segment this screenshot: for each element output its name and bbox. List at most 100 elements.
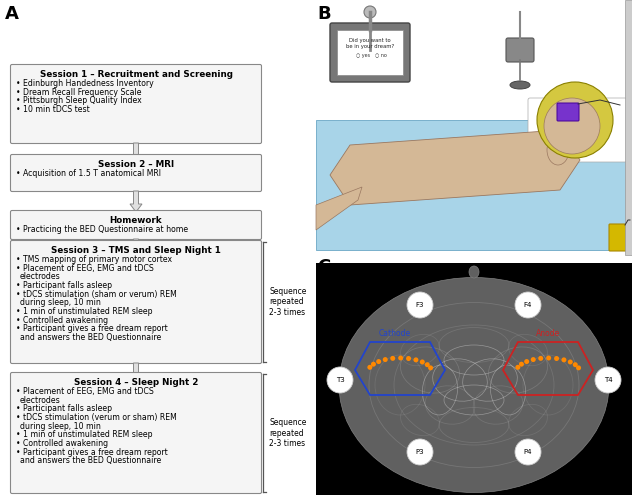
Circle shape: [383, 357, 388, 362]
Circle shape: [568, 360, 573, 364]
Text: • TMS mapping of primary motor cortex: • TMS mapping of primary motor cortex: [16, 255, 172, 264]
FancyBboxPatch shape: [11, 210, 262, 240]
FancyBboxPatch shape: [11, 64, 262, 144]
Text: • Participant gives a free dream report: • Participant gives a free dream report: [16, 448, 167, 457]
Polygon shape: [130, 239, 142, 260]
Text: • Practicing the BED Questionnaire at home: • Practicing the BED Questionnaire at ho…: [16, 225, 188, 234]
Bar: [625, 0, 632, 255]
Circle shape: [554, 356, 559, 361]
Text: T3: T3: [336, 377, 344, 383]
Text: • 1 min of unstimulated REM sleep: • 1 min of unstimulated REM sleep: [16, 430, 152, 440]
Text: F3: F3: [416, 302, 424, 308]
Circle shape: [515, 439, 541, 465]
Text: • Participant falls asleep: • Participant falls asleep: [16, 404, 112, 413]
Text: during sleep, 10 min: during sleep, 10 min: [20, 422, 101, 430]
Circle shape: [515, 292, 541, 318]
Text: during sleep, 10 min: during sleep, 10 min: [20, 298, 101, 308]
Polygon shape: [130, 143, 142, 164]
Circle shape: [537, 82, 613, 158]
Text: T4: T4: [604, 377, 612, 383]
Circle shape: [406, 356, 411, 361]
Circle shape: [573, 362, 578, 367]
FancyBboxPatch shape: [506, 38, 534, 62]
FancyBboxPatch shape: [316, 120, 626, 250]
Text: • Dream Recall Frequency Scale: • Dream Recall Frequency Scale: [16, 88, 142, 96]
Text: • tDCS stimulation (verum or sham) REM: • tDCS stimulation (verum or sham) REM: [16, 413, 177, 422]
Text: Session 4 – Sleep Night 2: Session 4 – Sleep Night 2: [74, 378, 198, 387]
Circle shape: [538, 356, 544, 361]
Circle shape: [390, 356, 395, 361]
Circle shape: [327, 367, 353, 393]
Text: and answers the BED Questionnaire: and answers the BED Questionnaire: [20, 456, 161, 466]
Ellipse shape: [547, 135, 569, 165]
Text: • Participant falls asleep: • Participant falls asleep: [16, 281, 112, 290]
Text: Anode: Anode: [536, 329, 560, 338]
Bar: [316, 263, 632, 495]
Circle shape: [561, 358, 566, 362]
Text: • Placement of EEG, EMG and tDCS: • Placement of EEG, EMG and tDCS: [16, 387, 154, 396]
Circle shape: [367, 365, 372, 370]
Text: electrodes: electrodes: [20, 396, 61, 404]
Polygon shape: [316, 187, 362, 230]
Text: P3: P3: [416, 449, 424, 455]
Text: • 10 min tDCS test: • 10 min tDCS test: [16, 105, 90, 114]
Text: electrodes: electrodes: [20, 272, 61, 281]
Text: Did you want to
be in your dream?: Did you want to be in your dream?: [346, 38, 394, 49]
Text: • Participant gives a free dream report: • Participant gives a free dream report: [16, 324, 167, 334]
Text: ○ yes: ○ yes: [356, 53, 370, 58]
Polygon shape: [130, 363, 142, 384]
Circle shape: [413, 358, 418, 362]
Circle shape: [376, 359, 381, 364]
FancyBboxPatch shape: [11, 240, 262, 364]
Circle shape: [398, 356, 403, 360]
Ellipse shape: [469, 266, 479, 278]
Ellipse shape: [510, 81, 530, 89]
Circle shape: [531, 357, 536, 362]
Text: Cathode: Cathode: [379, 329, 411, 338]
Text: • Placement of EEG, EMG and tDCS: • Placement of EEG, EMG and tDCS: [16, 264, 154, 272]
FancyBboxPatch shape: [330, 23, 410, 82]
FancyBboxPatch shape: [528, 98, 627, 162]
Bar: [316, 5, 632, 255]
Circle shape: [544, 98, 600, 154]
Text: B: B: [317, 5, 331, 23]
Text: and answers the BED Questionnaire: and answers the BED Questionnaire: [20, 333, 161, 342]
Circle shape: [420, 360, 425, 364]
Circle shape: [576, 366, 581, 370]
Text: • Acquisition of 1.5 T anatomical MRI: • Acquisition of 1.5 T anatomical MRI: [16, 169, 161, 178]
Ellipse shape: [339, 278, 609, 492]
Circle shape: [428, 366, 433, 370]
Text: Session 2 – MRI: Session 2 – MRI: [98, 160, 174, 169]
Text: • tDCS stimulation (sham or verum) REM: • tDCS stimulation (sham or verum) REM: [16, 290, 177, 298]
Text: • Edinburgh Handedness Inventory: • Edinburgh Handedness Inventory: [16, 79, 154, 88]
Circle shape: [524, 359, 529, 364]
Circle shape: [407, 292, 433, 318]
Text: Homework: Homework: [110, 216, 162, 225]
Text: Session 3 – TMS and Sleep Night 1: Session 3 – TMS and Sleep Night 1: [51, 246, 221, 255]
Text: • Controlled awakening: • Controlled awakening: [16, 439, 108, 448]
Text: • Pittsburgh Sleep Quality Index: • Pittsburgh Sleep Quality Index: [16, 96, 142, 106]
Circle shape: [546, 356, 551, 360]
FancyBboxPatch shape: [11, 154, 262, 192]
FancyBboxPatch shape: [337, 30, 403, 75]
Polygon shape: [130, 191, 142, 212]
Circle shape: [364, 6, 376, 18]
Text: Sequence
repeated
2-3 times: Sequence repeated 2-3 times: [269, 418, 307, 448]
Text: • Controlled awakening: • Controlled awakening: [16, 316, 108, 325]
Circle shape: [407, 439, 433, 465]
Text: A: A: [5, 5, 19, 23]
FancyBboxPatch shape: [609, 224, 632, 251]
Text: P4: P4: [524, 449, 532, 455]
Text: C: C: [317, 258, 331, 276]
Text: Session 1 – Recruitment and Screening: Session 1 – Recruitment and Screening: [39, 70, 233, 79]
Circle shape: [595, 367, 621, 393]
Circle shape: [515, 365, 520, 370]
FancyBboxPatch shape: [557, 103, 579, 121]
Circle shape: [519, 362, 524, 366]
Text: Sequence
repeated
2-3 times: Sequence repeated 2-3 times: [269, 287, 307, 317]
Text: ○ no: ○ no: [375, 53, 387, 58]
Text: • 1 min of unstimulated REM sleep: • 1 min of unstimulated REM sleep: [16, 307, 152, 316]
Circle shape: [371, 362, 376, 366]
Polygon shape: [330, 130, 580, 205]
Text: F4: F4: [524, 302, 532, 308]
